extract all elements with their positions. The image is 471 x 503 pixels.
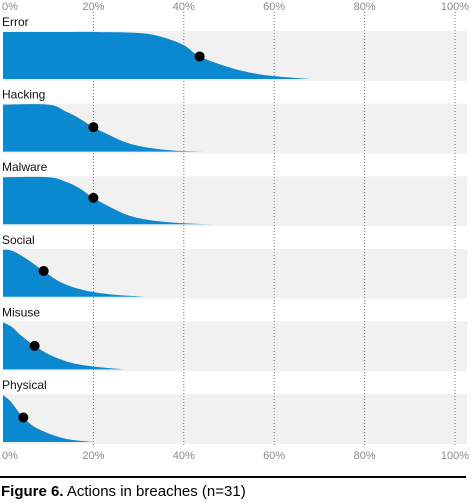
x-tick-top-0: 0% bbox=[2, 1, 18, 13]
ridgeline-chart: Error Hacking Malware Social Misuse Physical 0… bbox=[2, 1, 469, 462]
caption-divider bbox=[0, 476, 466, 478]
panel-label-malware: Malware bbox=[2, 160, 48, 174]
x-tick-top-20: 20% bbox=[82, 1, 104, 13]
x-tick-bottom-20: 20% bbox=[82, 450, 104, 462]
x-tick-bottom-100: 100% bbox=[441, 450, 469, 462]
x-tick-bottom-0: 0% bbox=[2, 450, 18, 462]
x-tick-bottom-60: 60% bbox=[263, 450, 285, 462]
median-dot-physical bbox=[18, 412, 29, 423]
panel-label-error: Error bbox=[2, 15, 29, 29]
figure-caption: Figure 6. Actions in breaches (n=31) bbox=[1, 483, 246, 500]
density-area-error bbox=[3, 31, 311, 80]
panel-label-physical: Physical bbox=[2, 378, 47, 392]
figure-number: Figure 6. bbox=[1, 483, 64, 500]
density-area-misuse bbox=[3, 322, 126, 370]
panel-background-physical bbox=[3, 394, 467, 444]
density-area-social bbox=[3, 249, 148, 297]
figure-title: Actions in breaches (n=31) bbox=[63, 483, 246, 500]
x-tick-bottom-40: 40% bbox=[173, 450, 195, 462]
median-dot-hacking bbox=[88, 122, 99, 133]
x-tick-top-80: 80% bbox=[354, 1, 376, 13]
x-tick-bottom-80: 80% bbox=[354, 450, 376, 462]
density-area-hacking bbox=[3, 104, 202, 152]
density-area-physical bbox=[3, 395, 94, 442]
panel-label-misuse: Misuse bbox=[2, 305, 40, 319]
panel-label-hacking: Hacking bbox=[2, 88, 45, 102]
x-tick-top-100: 100% bbox=[441, 1, 469, 13]
x-tick-top-60: 60% bbox=[263, 1, 285, 13]
median-dot-error bbox=[194, 51, 205, 62]
median-dot-misuse bbox=[29, 340, 40, 351]
panel-label-social: Social bbox=[2, 233, 35, 247]
x-tick-top-40: 40% bbox=[173, 1, 195, 13]
median-dot-social bbox=[38, 265, 49, 276]
median-dot-malware bbox=[88, 192, 99, 203]
panel-background-misuse bbox=[3, 321, 467, 372]
density-area-malware bbox=[3, 176, 211, 225]
